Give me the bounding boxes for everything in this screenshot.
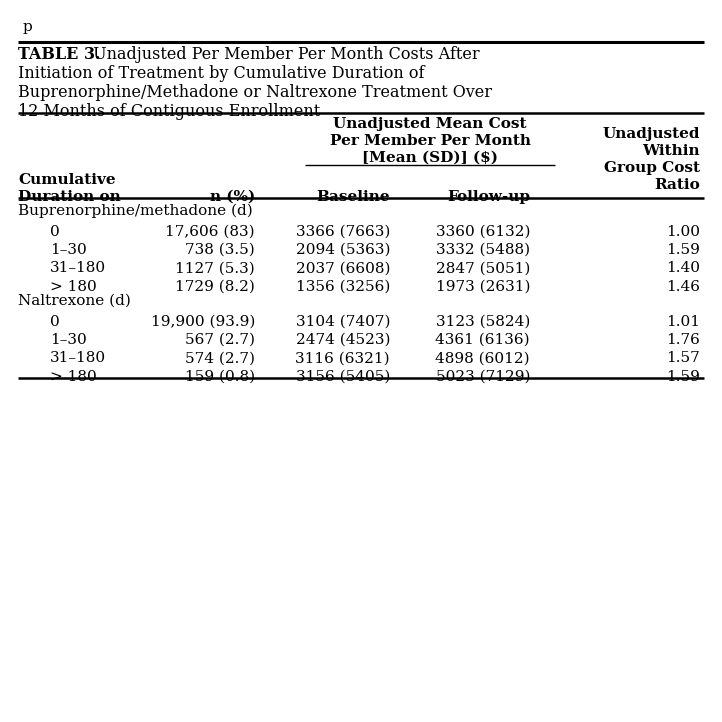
Text: 2847 (5051): 2847 (5051) — [435, 261, 530, 276]
Text: Initiation of Treatment by Cumulative Duration of: Initiation of Treatment by Cumulative Du… — [18, 65, 425, 82]
Text: 3116 (6321): 3116 (6321) — [295, 352, 390, 365]
Text: 19,900 (93.9): 19,900 (93.9) — [151, 315, 255, 329]
Text: 1127 (5.3): 1127 (5.3) — [175, 261, 255, 276]
Text: 1973 (2631): 1973 (2631) — [435, 280, 530, 294]
Text: 1.01: 1.01 — [666, 315, 700, 329]
Text: 738 (3.5): 738 (3.5) — [186, 243, 255, 257]
Text: p: p — [23, 20, 32, 34]
Text: 3360 (6132): 3360 (6132) — [435, 225, 530, 238]
Text: 567 (2.7): 567 (2.7) — [185, 333, 255, 347]
Text: 1.46: 1.46 — [666, 280, 700, 294]
Text: 3123 (5824): 3123 (5824) — [435, 315, 530, 329]
Text: 574 (2.7): 574 (2.7) — [185, 352, 255, 365]
Text: 1.57: 1.57 — [666, 352, 700, 365]
Text: Cumulative: Cumulative — [18, 173, 116, 187]
Text: 2037 (6608): 2037 (6608) — [295, 261, 390, 276]
Text: 1.59: 1.59 — [666, 370, 700, 384]
Text: Group Cost: Group Cost — [604, 161, 700, 175]
Text: n (%): n (%) — [210, 190, 255, 204]
Text: Baseline: Baseline — [316, 190, 390, 204]
Text: Per Member Per Month: Per Member Per Month — [329, 134, 531, 148]
Text: 1.76: 1.76 — [666, 333, 700, 347]
Text: TABLE 3.: TABLE 3. — [18, 46, 100, 63]
Text: 2474 (4523): 2474 (4523) — [295, 333, 390, 347]
Text: 3156 (5405): 3156 (5405) — [295, 370, 390, 384]
Text: 31–180: 31–180 — [50, 261, 106, 276]
Text: 3104 (7407): 3104 (7407) — [295, 315, 390, 329]
Text: 5023 (7129): 5023 (7129) — [435, 370, 530, 384]
Text: Unadjusted: Unadjusted — [602, 127, 700, 141]
Text: 1–30: 1–30 — [50, 333, 87, 347]
Text: 12 Months of Contiguous Enrollment: 12 Months of Contiguous Enrollment — [18, 103, 321, 120]
Text: Buprenorphine/Methadone or Naltrexone Treatment Over: Buprenorphine/Methadone or Naltrexone Tr… — [18, 84, 492, 101]
Text: Unadjusted Per Member Per Month Costs After: Unadjusted Per Member Per Month Costs Af… — [88, 46, 479, 63]
Text: Within: Within — [643, 144, 700, 158]
Text: 31–180: 31–180 — [50, 352, 106, 365]
Text: 1729 (8.2): 1729 (8.2) — [175, 280, 255, 294]
Text: Buprenorphine/methadone (d): Buprenorphine/methadone (d) — [18, 204, 253, 218]
Text: 4361 (6136): 4361 (6136) — [435, 333, 530, 347]
Text: > 180: > 180 — [50, 280, 97, 294]
Text: 1–30: 1–30 — [50, 243, 87, 257]
Text: 3366 (7663): 3366 (7663) — [295, 225, 390, 238]
Text: Unadjusted Mean Cost: Unadjusted Mean Cost — [334, 117, 527, 131]
Text: Follow-up: Follow-up — [447, 190, 530, 204]
Text: 4898 (6012): 4898 (6012) — [435, 352, 530, 365]
Text: Duration on: Duration on — [18, 190, 121, 204]
Text: 1.00: 1.00 — [666, 225, 700, 238]
Text: Ratio: Ratio — [654, 178, 700, 192]
Text: 1356 (3256): 1356 (3256) — [295, 280, 390, 294]
Text: Naltrexone (d): Naltrexone (d) — [18, 294, 131, 308]
Text: 17,606 (83): 17,606 (83) — [165, 225, 255, 238]
Text: 0: 0 — [50, 315, 60, 329]
Text: 2094 (5363): 2094 (5363) — [295, 243, 390, 257]
Text: [Mean (SD)] ($): [Mean (SD)] ($) — [362, 151, 498, 165]
Text: 0: 0 — [50, 225, 60, 238]
Text: 159 (0.8): 159 (0.8) — [185, 370, 255, 384]
Text: > 180: > 180 — [50, 370, 97, 384]
Text: 1.40: 1.40 — [666, 261, 700, 276]
Text: 1.59: 1.59 — [666, 243, 700, 257]
Text: 3332 (5488): 3332 (5488) — [436, 243, 530, 257]
